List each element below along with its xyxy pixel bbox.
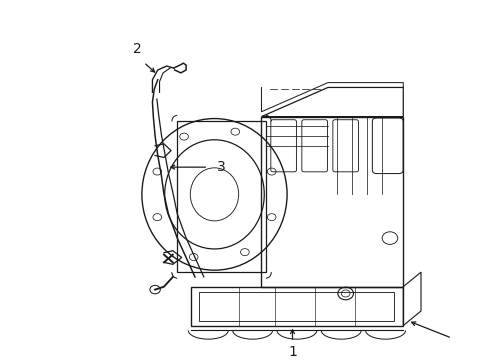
Text: 2: 2 [133,42,142,57]
Text: 3: 3 [217,160,225,174]
Text: 1: 1 [287,345,296,359]
Text: 1: 1 [487,331,488,345]
